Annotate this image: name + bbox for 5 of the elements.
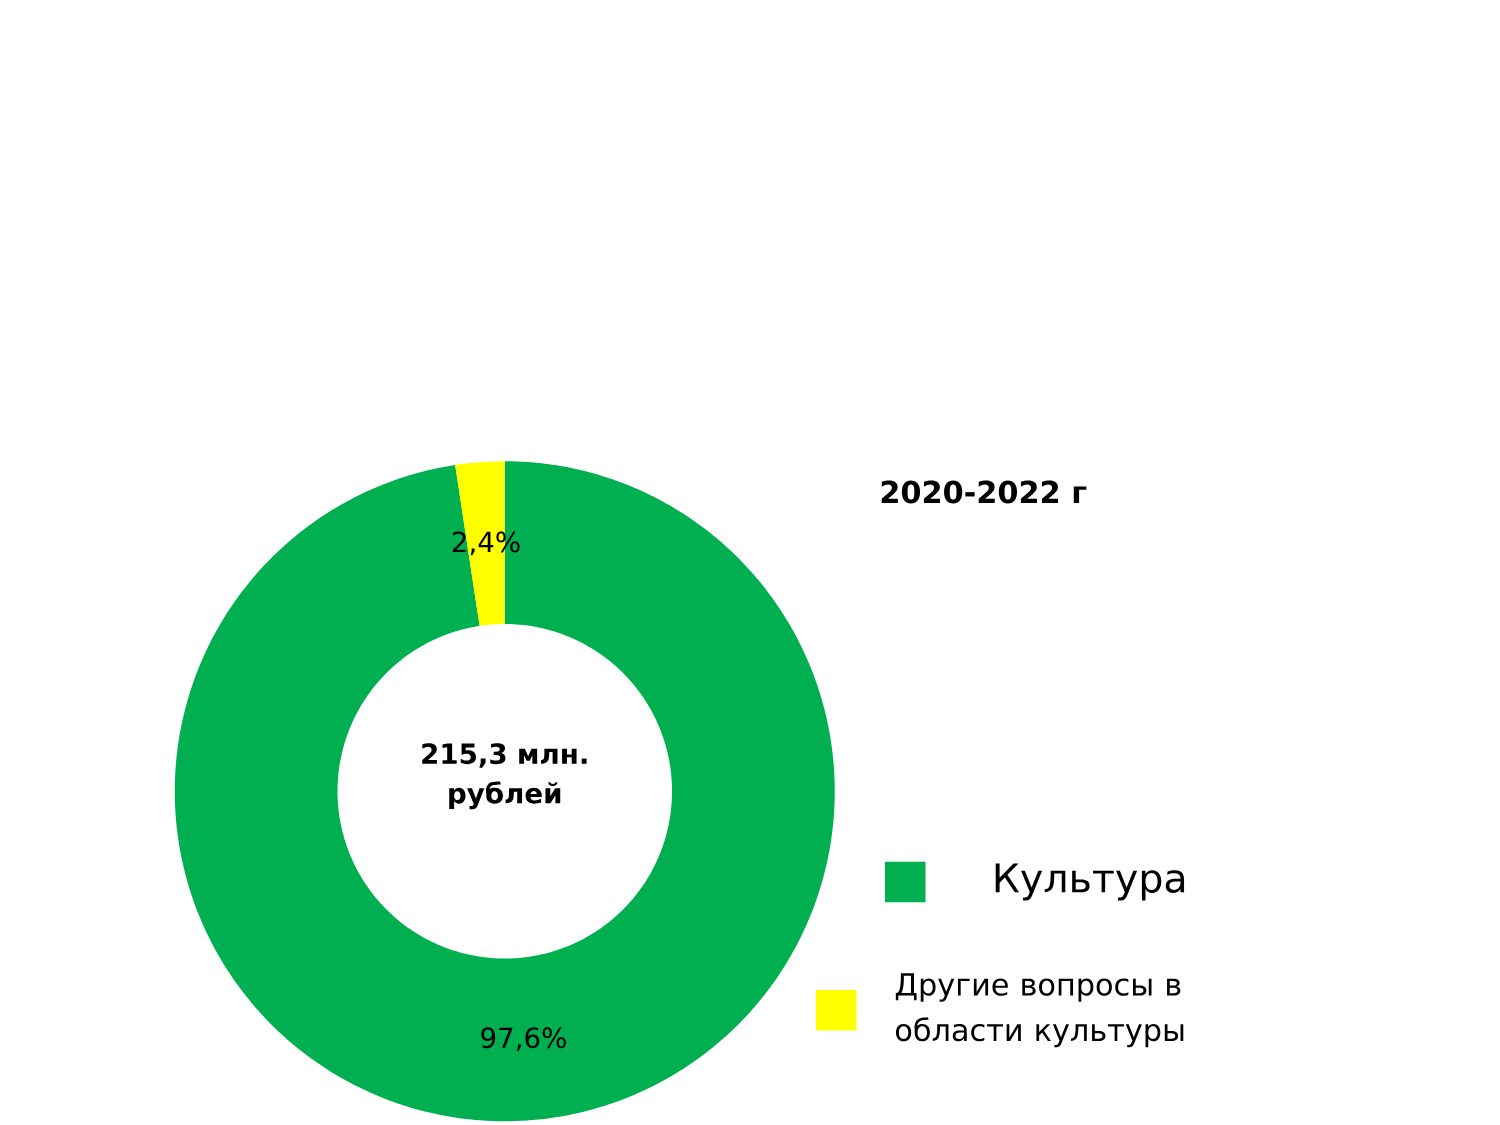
legend-label: Другие вопросы в области культуры <box>895 973 1184 1048</box>
legend-label: Культура <box>995 863 1185 901</box>
text: 215,3 млн. рублей <box>422 743 587 810</box>
data-label: 97,6% <box>481 1027 566 1052</box>
text: 2020-2022 г <box>881 480 1087 504</box>
